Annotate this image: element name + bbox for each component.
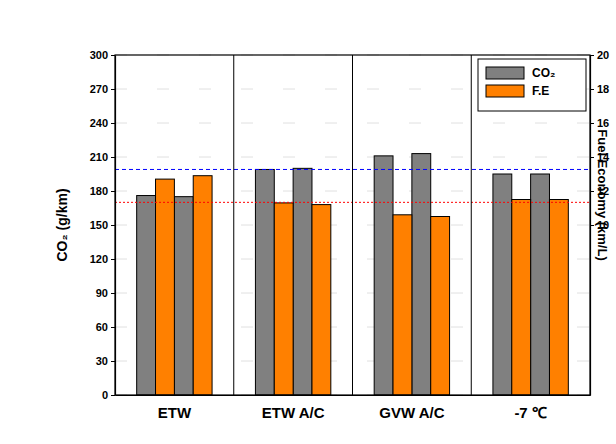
tick-label: 210 [90,151,108,163]
legend: CO₂ F.E [478,59,586,111]
tick-mark [111,361,115,362]
legend-item: CO₂ [486,66,555,80]
tick-mark [590,191,594,192]
bar [549,200,568,396]
x-axis: ETW ETW A/C GVW A/C -7 ℃ [116,395,591,421]
tick-mark [111,225,115,226]
separator [471,55,472,395]
tick-label: 300 [90,49,108,61]
y-axis-title: CO₂ (g/km) [54,188,70,261]
axis-line [116,395,591,396]
bar [156,179,175,395]
bar [431,217,450,396]
tick-mark [111,259,115,260]
bar [531,174,550,395]
tick: 20 [590,49,609,61]
tick-label: 18 [597,83,609,95]
tick: 16 [590,117,609,129]
bar [312,205,331,395]
tick: 18 [590,83,609,95]
tick-label: ETW [158,404,192,421]
tick: 30 [96,355,115,367]
tick: 60 [96,321,115,333]
bar [512,200,531,396]
tick-label: GVW A/C [379,404,444,421]
axis-line [115,56,116,396]
tick-label: 0 [102,389,108,401]
legend-item: F.E [486,84,549,98]
tick: -7 ℃ [514,395,547,421]
tick-mark [590,157,594,158]
separator [352,55,353,395]
bar [193,176,212,395]
tick-label: 20 [597,49,609,61]
y2-axis-title: Fuel Economy (km/L) [595,129,610,260]
bar [255,169,274,395]
tick: 90 [96,287,115,299]
tick: 0 [102,389,115,401]
tick-mark [111,395,115,396]
tick-label: 16 [597,117,609,129]
grid [115,55,590,395]
tick-mark [111,157,115,158]
tick-label: 60 [96,321,108,333]
tick-mark [111,89,115,90]
tick: 180 [90,185,115,197]
bar [393,215,412,395]
tick-mark [111,191,115,192]
bar [174,197,193,395]
separator [233,55,234,395]
tick-label: ETW A/C [262,404,325,421]
tick: GVW A/C [379,395,444,421]
chart: 0306090120150180210240270300101214161820… [0,0,616,444]
tick-mark [590,89,594,90]
tick-mark [111,327,115,328]
tick-label: 90 [96,287,108,299]
tick-label: 270 [90,83,108,95]
bar [412,154,431,395]
bar [493,174,512,395]
bar [137,196,156,395]
tick-mark [590,225,594,226]
tick: 270 [90,83,115,95]
tick: ETW [158,395,192,421]
tick: 120 [90,253,115,265]
tick: 300 [90,49,115,61]
legend-swatch [486,85,524,97]
tick-label: 30 [96,355,108,367]
tick-label: -7 ℃ [514,404,547,421]
legend-label: F.E [532,84,549,98]
tick-mark [111,293,115,294]
tick: 210 [90,151,115,163]
bar [374,156,393,395]
tick-label: 120 [90,253,108,265]
legend-swatch [486,67,524,79]
tick-mark [111,123,115,124]
tick-label: 240 [90,117,108,129]
frame [115,55,590,395]
tick-mark [590,123,594,124]
y2-axis: 101214161820 [590,49,610,395]
plot: 0306090120150180210240270300101214161820… [90,49,610,421]
legend-label: CO₂ [532,66,555,80]
tick-label: 180 [90,185,108,197]
tick-mark [590,55,594,56]
tick-label: 150 [90,219,108,231]
bar [274,203,293,395]
legend-box [478,59,586,111]
tick: 240 [90,117,115,129]
tick: ETW A/C [262,395,325,421]
tick: 150 [90,219,115,231]
y-axis: 0 30 60 90 120 150 180 210 240 270 300 [90,49,116,401]
tick-mark [111,55,115,56]
